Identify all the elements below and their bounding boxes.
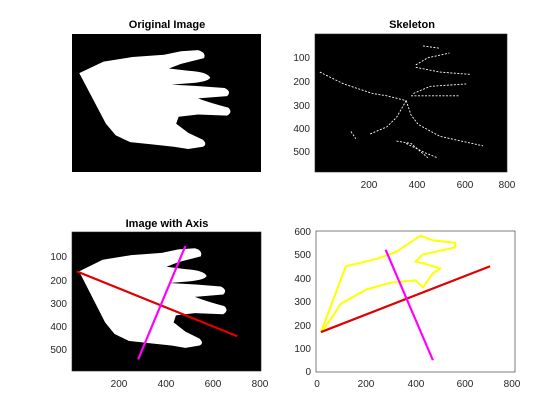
y-tick-label: 0 <box>305 367 311 378</box>
y-tick-label: 100 <box>50 252 67 263</box>
skeleton-segment <box>396 140 429 159</box>
x-tick-label: 400 <box>158 379 175 390</box>
y-tick-label: 300 <box>293 101 310 112</box>
y-tick-label: 500 <box>50 345 67 356</box>
x-tick-label: 600 <box>457 180 474 191</box>
panel-boundary-plot: 0 200 400 600 800 0 100 200 300 400 500 … <box>294 227 520 390</box>
skeleton-segment <box>370 100 407 135</box>
y-tick-label: 400 <box>50 322 67 333</box>
x-tick-label: 200 <box>111 379 128 390</box>
panel-image-with-axis: Image with Axis 200 400 600 800 100 200 … <box>50 218 268 390</box>
axes-box <box>71 231 262 372</box>
skeleton-segment <box>415 52 450 66</box>
y-tick-label: 300 <box>50 299 67 310</box>
hand-shape <box>79 50 231 149</box>
skeleton-segment <box>350 131 357 139</box>
y-tick-label: 200 <box>293 77 310 88</box>
x-tick-label: 400 <box>408 379 425 390</box>
x-tick-label: 600 <box>205 379 222 390</box>
y-tick-label: 500 <box>293 147 310 158</box>
panel-title: Original Image <box>129 19 205 31</box>
y-tick-label: 100 <box>293 53 310 64</box>
axes-box <box>314 33 508 173</box>
hand-shape <box>79 248 227 348</box>
minor-axis-line <box>384 249 434 361</box>
y-tick-label: 400 <box>294 274 311 285</box>
skeleton-image <box>315 34 507 172</box>
major-axis-line <box>320 265 491 334</box>
y-tick-label: 600 <box>294 227 311 238</box>
x-tick-label: 800 <box>499 180 516 191</box>
x-tick-label: 600 <box>457 379 474 390</box>
skeleton-segment <box>415 66 472 75</box>
minor-axis-line <box>137 245 187 360</box>
skeleton-segment <box>406 143 438 159</box>
panel-original-image: Original Image <box>72 19 261 172</box>
hand-silhouette <box>79 248 227 348</box>
major-axis-line <box>76 270 238 338</box>
panel-skeleton: Skeleton 200 400 600 800 100 200 300 400… <box>293 19 515 191</box>
y-tick-label: 100 <box>294 344 311 355</box>
skeleton-segment <box>319 71 407 102</box>
plot-lines <box>320 234 491 361</box>
x-tick-label: 200 <box>358 379 375 390</box>
y-tick-label: 300 <box>294 297 311 308</box>
x-tick-label: 800 <box>504 379 521 390</box>
x-tick-label: 800 <box>252 379 269 390</box>
panel-title: Image with Axis <box>126 218 209 230</box>
x-tick-label: 400 <box>409 180 426 191</box>
skeleton-lines <box>319 45 484 159</box>
x-tick-label: 0 <box>314 379 320 390</box>
panel-title: Skeleton <box>389 19 435 31</box>
skeleton-segment <box>422 45 440 49</box>
plot-area <box>315 230 516 373</box>
skeleton-segment <box>413 83 467 94</box>
y-tick-label: 400 <box>293 124 310 135</box>
x-tick-label: 200 <box>361 180 378 191</box>
y-tick-label: 500 <box>294 250 311 261</box>
hand-silhouette <box>79 50 231 149</box>
boundary-line <box>320 234 457 333</box>
y-tick-label: 200 <box>294 321 311 332</box>
y-tick-label: 200 <box>50 276 67 287</box>
